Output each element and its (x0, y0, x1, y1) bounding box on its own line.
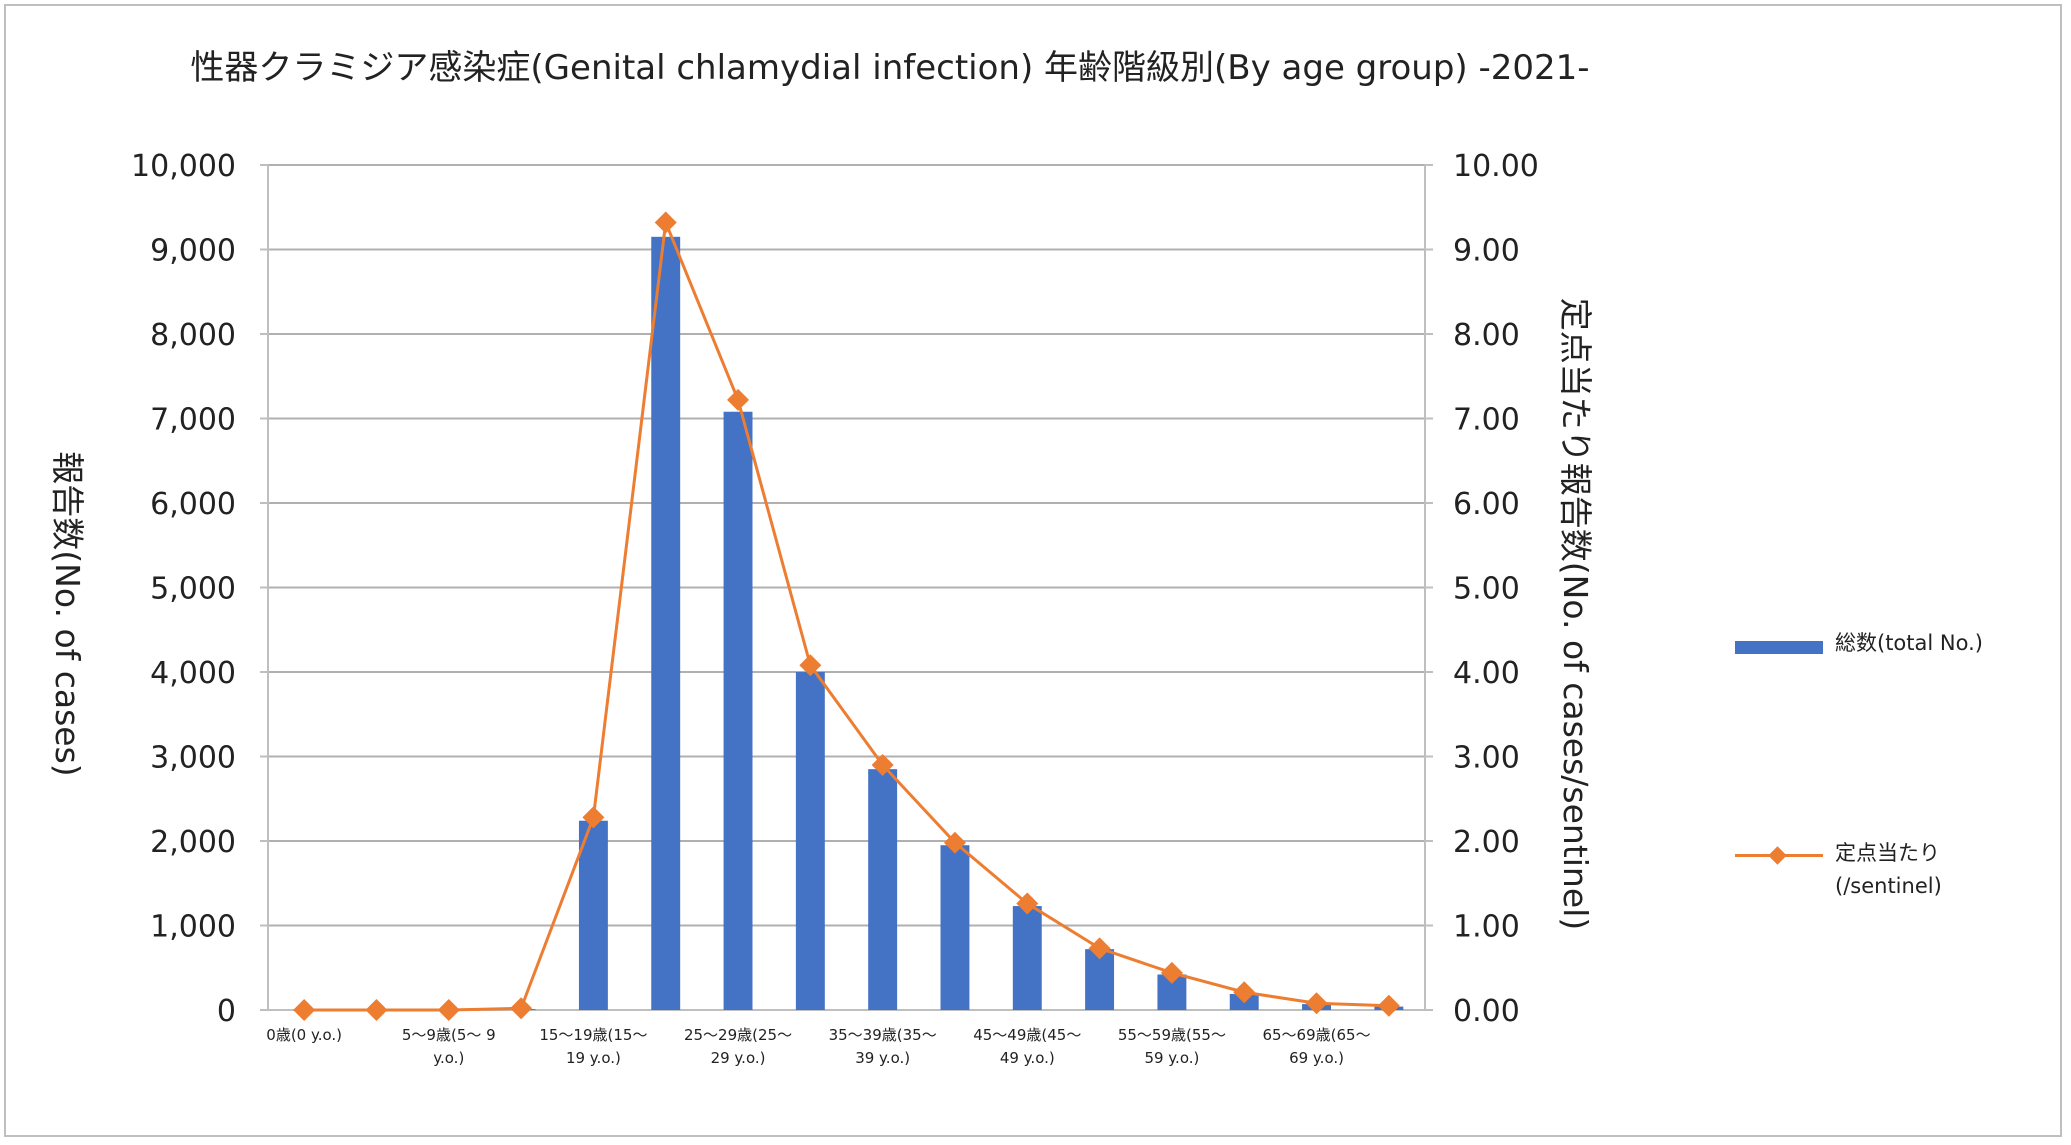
x-tick-label-line2: 39 y.o.) (855, 1049, 910, 1067)
y-tick-left-label: 6,000 (150, 487, 236, 522)
line-series (293, 211, 1400, 1021)
line-marker (365, 999, 388, 1021)
y-tick-left-label: 7,000 (150, 403, 236, 438)
x-tick-label: 45～49歳(45～ (973, 1026, 1081, 1044)
chart-frame (4, 4, 2062, 1137)
line-marker (1305, 992, 1328, 1015)
legend-bar-swatch (1735, 641, 1823, 654)
x-tick-label: 65～69歳(65～ (1262, 1026, 1370, 1044)
line-marker (654, 211, 677, 234)
x-tick-label-line2: 19 y.o.) (566, 1049, 621, 1067)
x-tick-label-line2: 69 y.o.) (1289, 1049, 1344, 1067)
x-tick-label: 0歳(0 y.o.) (266, 1026, 342, 1044)
legend-line-label-1: 定点当たり (1835, 841, 1940, 865)
bar (940, 845, 970, 1010)
x-tick-label-line2: 29 y.o.) (711, 1049, 766, 1067)
y-ticks-right: 0.00 1.00 2.00 3.00 4.00 5.00 6.00 7.00 8.00 9.00… (1453, 149, 1539, 1029)
y-tick-left-label: 5,000 (150, 572, 236, 607)
bar (723, 411, 753, 1010)
y-tick-right-label: 7.00 (1453, 403, 1520, 438)
bar (1012, 906, 1042, 1010)
line-marker (799, 654, 822, 677)
line-marker (1016, 892, 1039, 915)
y-tick-right-label: 10.00 (1453, 149, 1539, 184)
line-marker (727, 388, 750, 411)
y-tick-left-label: 2,000 (150, 825, 236, 860)
line-marker (510, 997, 533, 1020)
chart-title: 性器クラミジア感染症(Genital chlamydial infection)… (190, 48, 1590, 88)
y-tick-left-label: 8,000 (150, 318, 236, 353)
bar (651, 236, 681, 1010)
y-tick-right-label: 9.00 (1453, 234, 1520, 269)
x-tick-label-line2: 49 y.o.) (1000, 1049, 1055, 1067)
y-tick-right-label: 3.00 (1453, 741, 1520, 776)
y-tick-right-label: 6.00 (1453, 487, 1520, 522)
line-marker (437, 999, 460, 1021)
y-tick-right-label: 5.00 (1453, 572, 1520, 607)
line-marker (293, 999, 316, 1021)
x-tick-label-line2: 59 y.o.) (1144, 1049, 1199, 1067)
bar (868, 769, 898, 1010)
line-marker (1088, 937, 1111, 960)
y-tick-left-label: 3,000 (150, 741, 236, 776)
line-path (304, 216, 1389, 1012)
y-tick-left-label: 0 (217, 994, 236, 1029)
line-marker (582, 806, 605, 829)
line-marker (1160, 961, 1183, 984)
legend-line-label-2: (/sentinel) (1835, 874, 1942, 898)
y-tick-left-label: 9,000 (150, 234, 236, 269)
y-tick-right-label: 4.00 (1453, 656, 1520, 691)
y-tick-right-label: 1.00 (1453, 910, 1520, 945)
y-tick-left-label: 4,000 (150, 656, 236, 691)
x-tick-label: 25～29歳(25～ (684, 1026, 792, 1044)
y-tick-right-label: 8.00 (1453, 318, 1520, 353)
bar (795, 672, 825, 1010)
x-tick-label: 55～59歳(55～ (1118, 1026, 1226, 1044)
line-marker (943, 831, 966, 854)
y-ticks-left: 0 1,000 2,000 3,000 4,000 5,000 6,000 7,000 8,00… (131, 149, 236, 1029)
y-tick-left-label: 10,000 (131, 149, 236, 184)
line-marker (871, 753, 894, 776)
line-marker (1377, 994, 1400, 1017)
line-marker (1233, 981, 1256, 1004)
y-tick-right-label: 0.00 (1453, 994, 1520, 1029)
x-tick-label-line2: y.o.) (433, 1049, 464, 1067)
y-tick-left-label: 1,000 (150, 910, 236, 945)
x-tick-label: 15～19歳(15～ (539, 1026, 647, 1044)
legend-bar-label: 総数(total No.) (1835, 631, 1983, 655)
y-tick-right-label: 2.00 (1453, 825, 1520, 860)
bar-series (506, 236, 1404, 1010)
x-tick-label: 5～9歳(5～ 9 (402, 1026, 496, 1044)
x-tick-label: 35～39歳(35～ (829, 1026, 937, 1044)
bar (578, 820, 608, 1010)
gridlines (260, 164, 1433, 1011)
x-ticks: 0歳(0 y.o.) 5～9歳(5～ 9 y.o.) 15～19歳(15～ 19 y.o… (266, 1026, 1370, 1067)
